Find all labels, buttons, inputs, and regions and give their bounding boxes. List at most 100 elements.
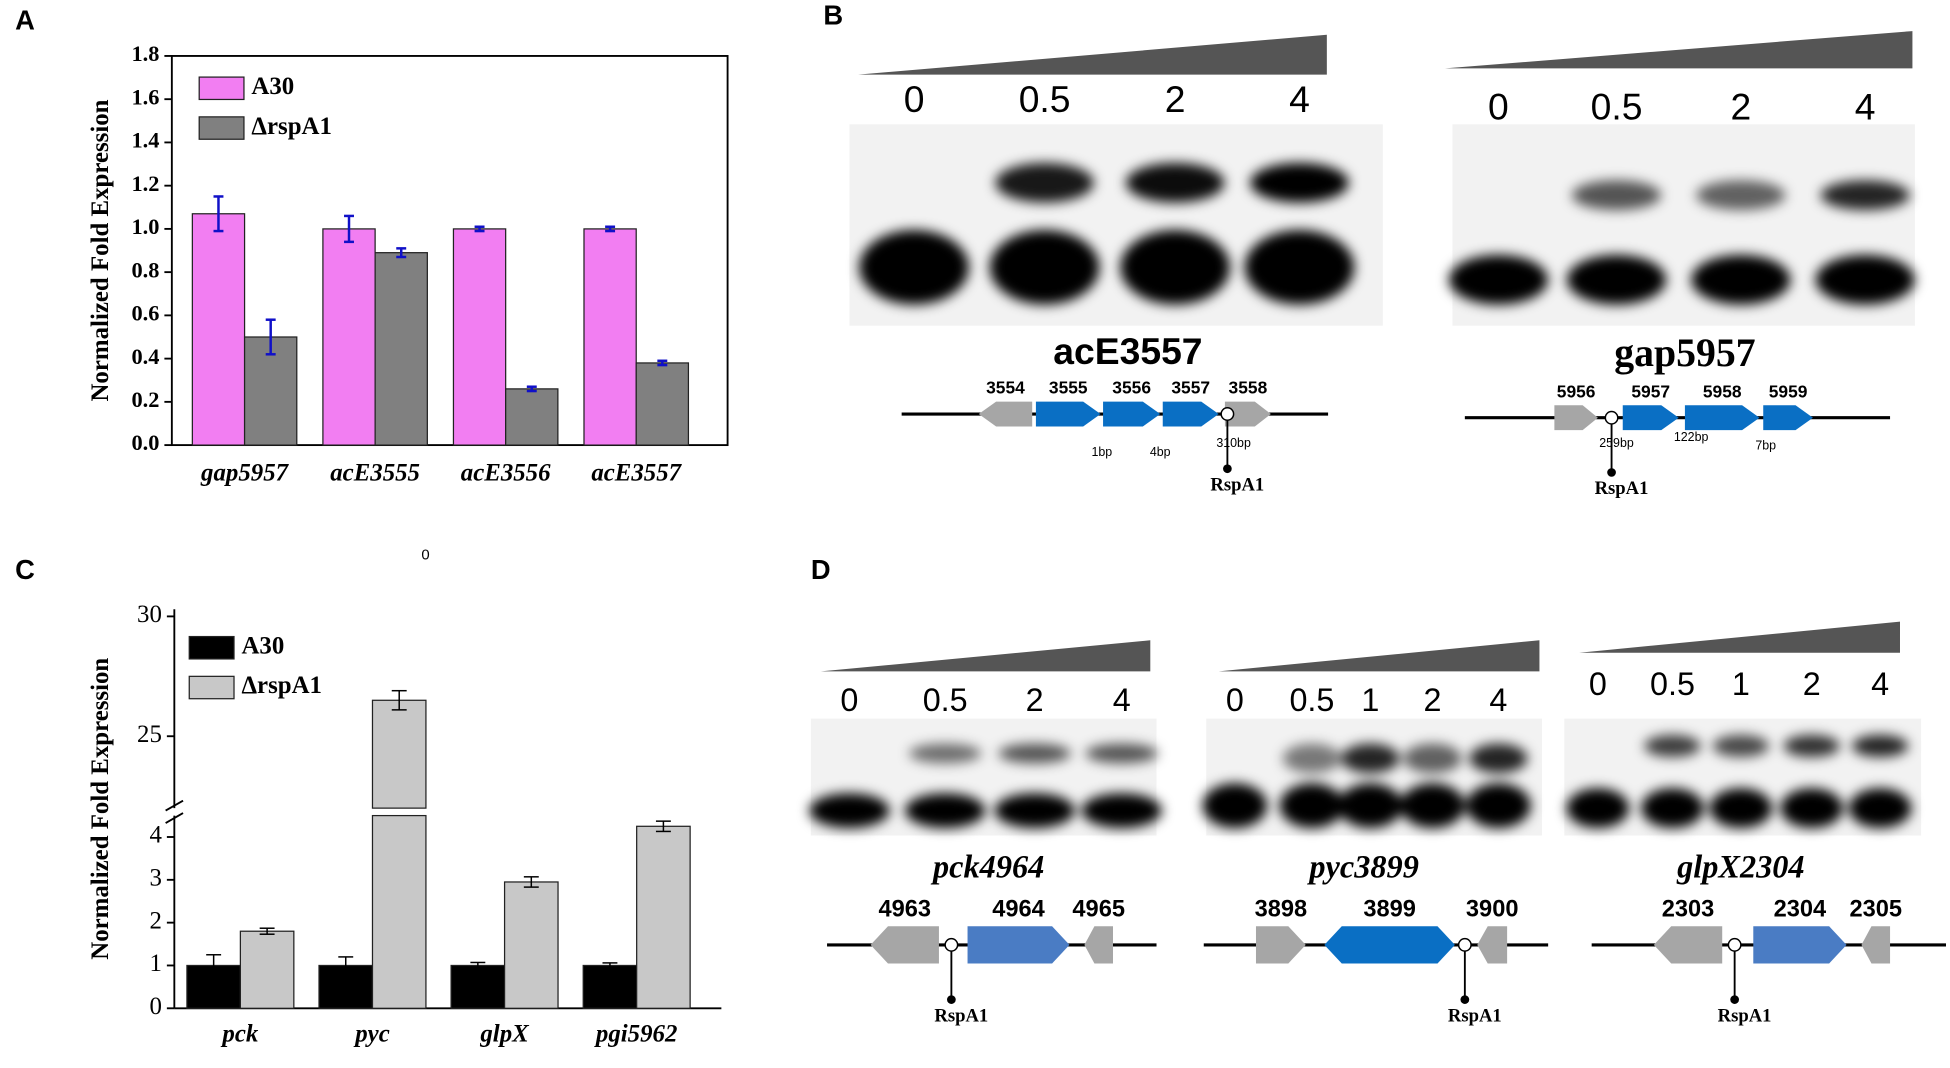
gene-label: 3554 — [986, 378, 1025, 398]
concentration-label: 0.5 — [1591, 85, 1643, 127]
free-band — [1448, 254, 1549, 305]
gene-label: 3555 — [1049, 378, 1088, 398]
bar — [239, 930, 295, 1009]
panel-label: C — [15, 554, 35, 585]
gel-bands — [1566, 734, 1912, 829]
free-band — [1202, 783, 1268, 829]
bar — [636, 825, 691, 1009]
free-band — [989, 230, 1100, 305]
y-tick-label: 1.6 — [131, 84, 159, 109]
gene — [870, 926, 939, 964]
error-bar — [338, 956, 354, 975]
error-bar — [391, 689, 407, 711]
gel-image — [809, 718, 1162, 836]
gene-label: 5956 — [1557, 381, 1596, 401]
free-band — [1081, 793, 1162, 829]
shifted-band — [1403, 743, 1462, 774]
free-band — [1244, 230, 1355, 305]
error-bar — [259, 927, 275, 935]
gene — [1684, 405, 1760, 431]
concentration-label: 0 — [1488, 85, 1509, 127]
binding-site — [1604, 410, 1619, 425]
y-tick-label: 1 — [149, 950, 161, 977]
gene — [978, 401, 1033, 427]
gene — [1763, 405, 1813, 431]
shifted-band — [1125, 162, 1225, 203]
x-tick-label: glpX — [479, 1020, 530, 1047]
binding-dot — [1607, 468, 1616, 477]
free-band — [1400, 783, 1465, 829]
shifted-band — [1282, 743, 1342, 774]
concentration-label: 0.5 — [923, 682, 968, 718]
binding-site — [1220, 407, 1235, 421]
error-bar — [396, 247, 407, 259]
regulator-label: RspA1 — [1595, 478, 1649, 499]
y-axis-label: Normalized Fold Expression — [87, 658, 114, 960]
y-tick-label: 0.8 — [131, 257, 159, 282]
annotation: 0 — [421, 548, 429, 564]
gene-title: gap5957 — [1614, 331, 1755, 375]
free-band — [1337, 783, 1403, 829]
concentration-label: 4 — [1289, 78, 1310, 120]
concentration-label: 4 — [1855, 85, 1876, 127]
free-band — [1279, 783, 1345, 829]
concentration-label: 0.5 — [1650, 666, 1695, 702]
concentration-label: 0 — [840, 682, 858, 718]
free-band — [1466, 783, 1531, 829]
error-bar — [470, 961, 486, 970]
y-axis-label: Normalized Fold Expression — [87, 99, 114, 401]
concentration-label: 2 — [1803, 666, 1821, 702]
concentration-label: 0 — [1226, 682, 1244, 718]
free-band — [994, 793, 1075, 829]
gene-label: 2305 — [1849, 896, 1902, 922]
free-band — [904, 793, 986, 829]
shifted-band — [908, 743, 982, 764]
error-bar — [265, 318, 276, 356]
gene-label: 3556 — [1112, 378, 1151, 398]
concentration-label: 4 — [1871, 666, 1889, 702]
gene — [1035, 401, 1101, 427]
shifted-band — [1851, 734, 1909, 758]
concentration-label: 0.5 — [1289, 682, 1334, 718]
error-bar — [213, 195, 224, 233]
concentration-label: 2 — [1026, 682, 1044, 718]
gene-title: acE3557 — [1053, 330, 1202, 372]
concentration-label: 1 — [1732, 666, 1750, 702]
binding-dot — [947, 995, 956, 1004]
error-bar — [206, 954, 222, 977]
y-tick-label: 0.2 — [131, 387, 159, 412]
shifted-band — [1712, 734, 1770, 758]
y-tick-label: 0 — [149, 993, 161, 1020]
free-band — [859, 230, 969, 305]
y-tick-label: 3 — [149, 865, 161, 892]
gene-label: 3900 — [1466, 896, 1519, 922]
x-tick-label: pgi5962 — [594, 1020, 678, 1047]
y-tick-label: 30 — [137, 601, 162, 628]
regulator-label: RspA1 — [1448, 1005, 1502, 1026]
x-tick-label: gap5957 — [200, 460, 290, 487]
concentration-label: 0 — [904, 78, 925, 120]
y-tick-label: 1.2 — [131, 171, 159, 196]
plot-frame — [170, 55, 729, 447]
bar — [371, 814, 427, 1009]
legend-swatch — [188, 675, 235, 700]
bar — [450, 964, 506, 1009]
legend-label: ΔrspA1 — [251, 113, 332, 140]
distance-label: 7bp — [1755, 439, 1776, 453]
legend-swatch — [188, 635, 235, 660]
x-tick-label: acE3555 — [330, 460, 420, 487]
gene — [1477, 926, 1508, 964]
shifted-band — [995, 162, 1094, 203]
bar — [505, 388, 559, 446]
panel-label: A — [15, 5, 35, 36]
distance-label: 310bp — [1216, 436, 1251, 450]
concentration-label: 4 — [1113, 682, 1131, 718]
error-bar — [655, 820, 671, 833]
concentration-label: 0.5 — [1019, 78, 1071, 120]
legend-swatch — [198, 76, 245, 101]
concentration-label: 0 — [1589, 666, 1607, 702]
gene-label: 3899 — [1363, 896, 1416, 922]
error-bar — [657, 359, 668, 367]
concentration-wedge — [1218, 640, 1540, 672]
